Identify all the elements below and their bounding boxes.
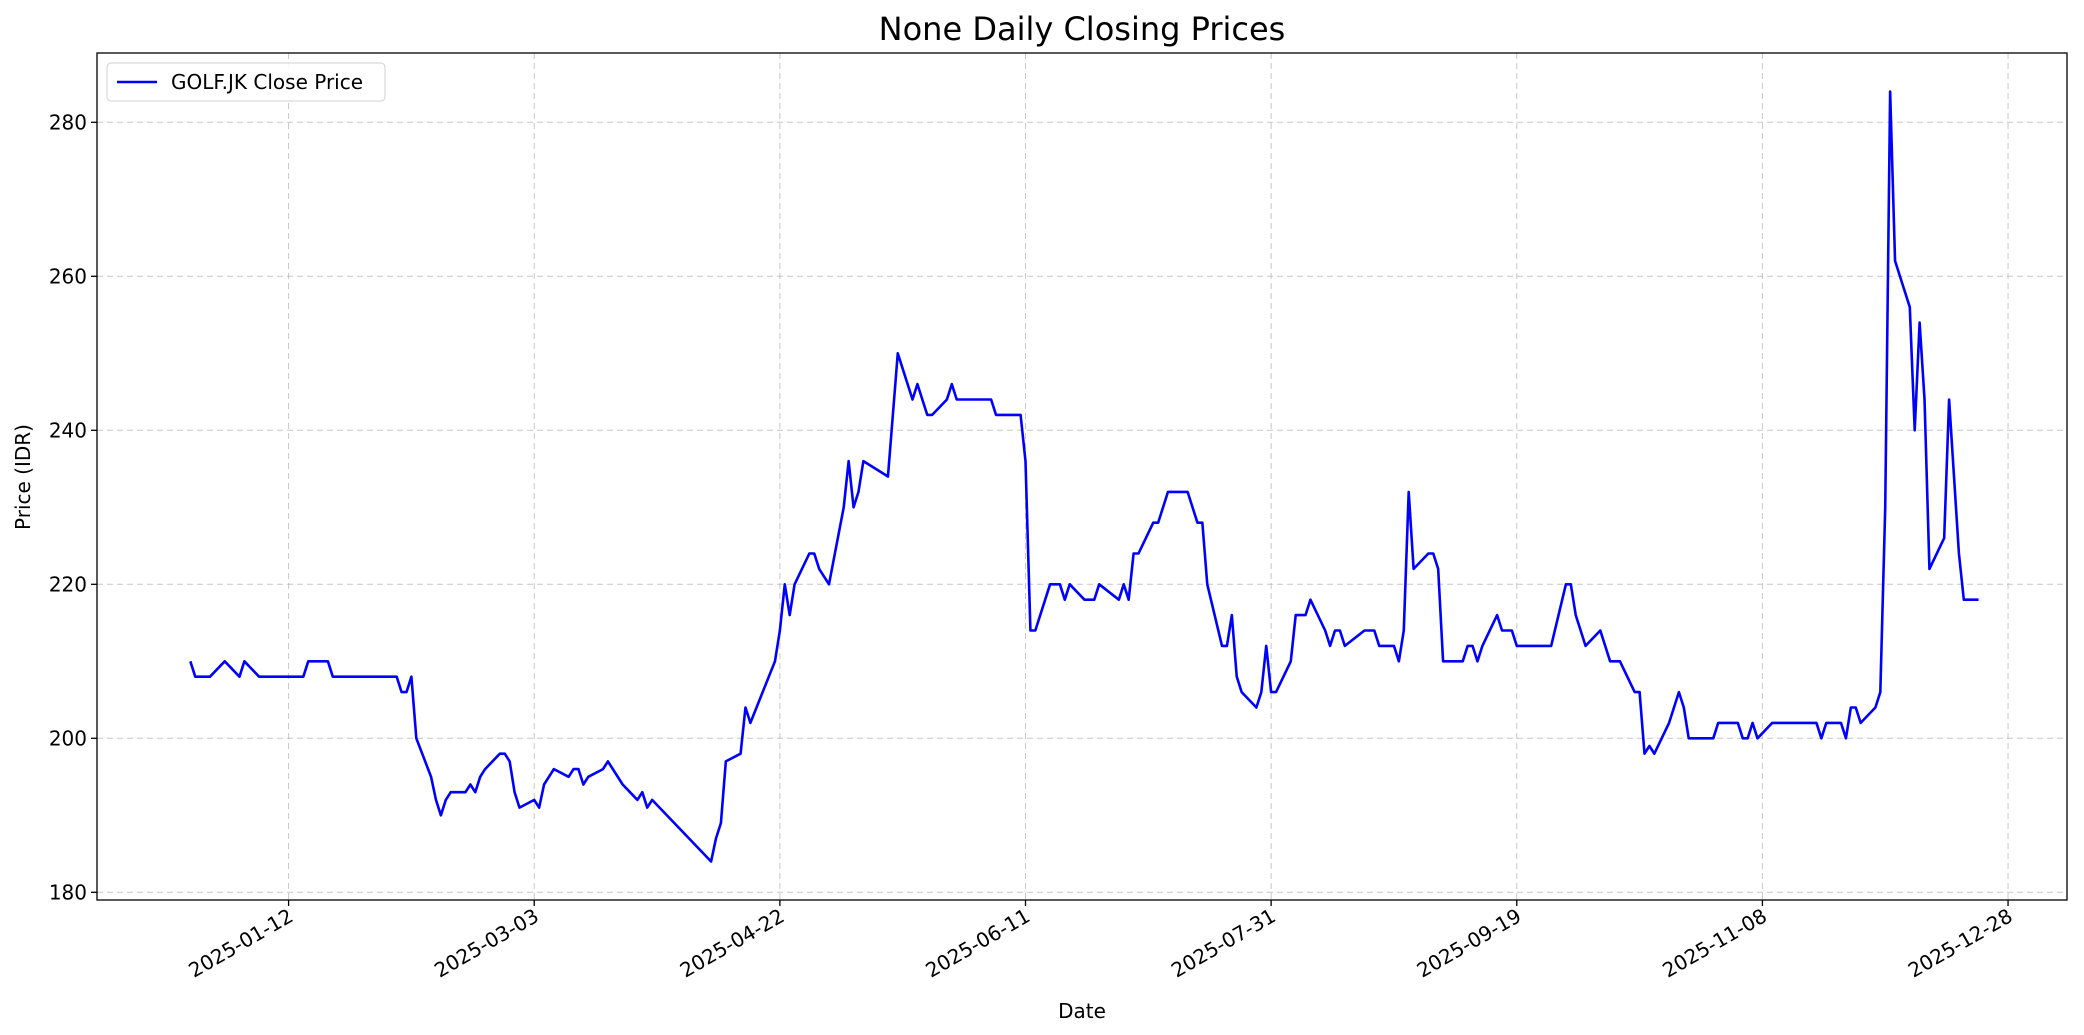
y-tick-label: 220 <box>49 572 87 596</box>
y-axis-label: Price (IDR) <box>11 424 35 530</box>
y-tick-label: 280 <box>49 110 87 134</box>
x-tick-label: 2025-01-12 <box>184 904 297 983</box>
y-tick-label: 240 <box>49 418 87 442</box>
x-tick-label: 2025-12-28 <box>1904 904 2017 983</box>
y-tick-label: 180 <box>49 880 87 904</box>
legend-label: GOLF.JK Close Price <box>171 70 363 94</box>
x-tick-label: 2025-09-19 <box>1413 904 1526 983</box>
x-tick-label: 2025-04-22 <box>676 904 789 983</box>
plot-frame <box>96 52 2068 901</box>
x-tick-label: 2025-03-03 <box>430 904 543 983</box>
x-tick-label: 2025-06-11 <box>921 904 1034 983</box>
chart-title: None Daily Closing Prices <box>879 10 1286 48</box>
x-axis-label: Date <box>1058 999 1106 1023</box>
line-series <box>189 90 1979 863</box>
legend: GOLF.JK Close Price <box>106 62 386 102</box>
x-tick-label: 2025-11-08 <box>1658 904 1771 983</box>
legend-box <box>106 62 386 102</box>
y-tick-label: 200 <box>49 726 87 750</box>
y-tick-label: 260 <box>49 264 87 288</box>
x-tick-label: 2025-07-31 <box>1167 904 1280 983</box>
